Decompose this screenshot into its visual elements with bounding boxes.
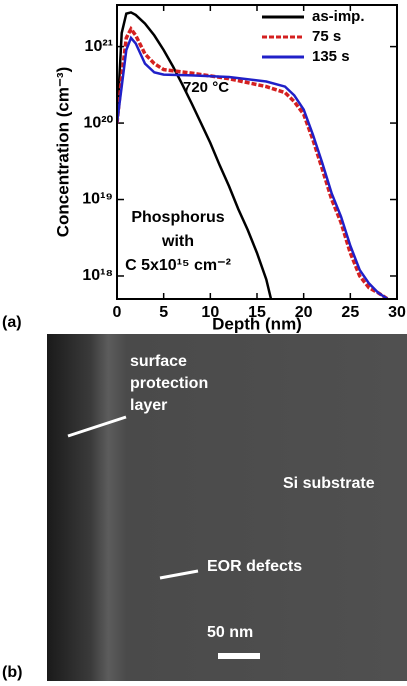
image-label: surface [130,353,187,370]
image-label: layer [130,397,167,414]
annotation: Phosphorus [131,209,224,226]
pointer [159,569,199,580]
image-annotations: surface protection layer Si substrate EO… [130,353,375,641]
annotation: C 5x10¹⁵ cm⁻² [125,257,231,274]
y-tick-label: 10²¹ [85,38,113,55]
image-label: Si substrate [283,475,375,492]
y-axis-label: Concentration (cm⁻³) [53,67,72,237]
x-tick-label: 30 [388,304,406,321]
image-label: 50 nm [207,624,253,641]
tem-image [47,334,407,681]
x-tick-label: 15 [248,304,266,321]
image-label: EOR defects [207,558,302,575]
image-label: protection [130,375,208,392]
scale-bar [218,653,260,659]
pointer [67,415,127,438]
series-line [117,25,389,299]
series-line [117,11,273,299]
y-tick-label: 10¹⁸ [82,267,113,284]
x-tick-label: 25 [341,304,359,321]
legend-label: as-imp. [312,8,365,25]
x-tick-label: 10 [201,304,219,321]
y-tick-label: 10¹⁹ [82,191,113,208]
plot-frame [116,4,398,300]
panel-label: (b) [2,664,22,681]
x-axis-label: Depth (nm) [212,314,302,333]
chart: 0 5 10 15 20 25 30 10¹⁸ 10¹⁹ 10²⁰ 10²¹ Depth (nm) Co… [53,4,406,333]
chart-title: 720 °C [183,79,229,96]
legend-label: 135 s [312,48,350,65]
y-tick-label: 10²⁰ [83,114,113,131]
series-line [117,35,389,299]
annotation: with [161,233,194,250]
x-tick-label: 5 [159,304,168,321]
legend-label: 75 s [312,28,341,45]
x-tick-label: 0 [113,304,122,321]
x-tick-label: 20 [295,304,313,321]
panel-label: (a) [2,314,22,331]
